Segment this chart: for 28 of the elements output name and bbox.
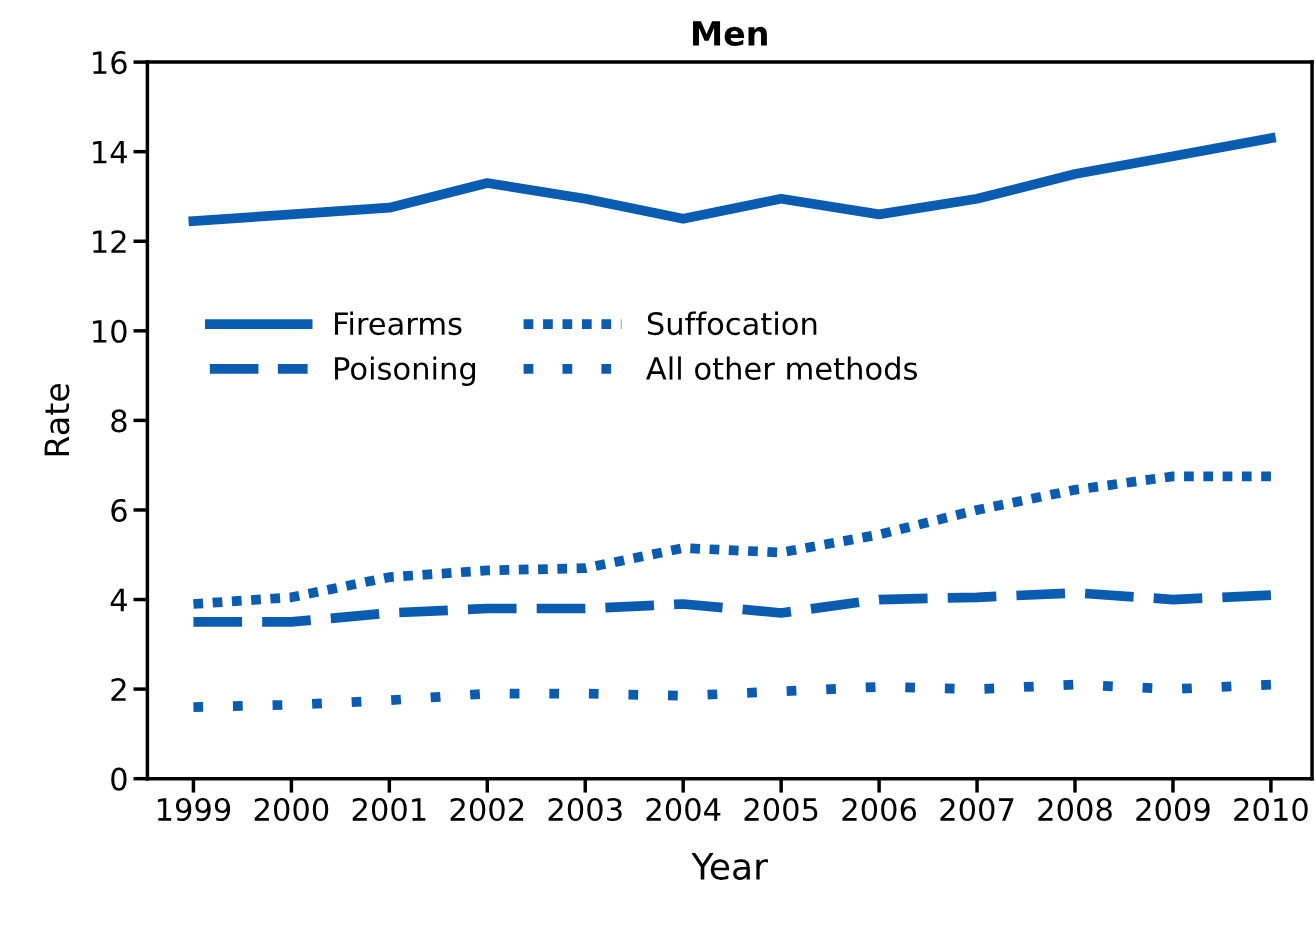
y-tick-label: 8 [111,409,127,433]
y-tick-label: 2 [111,678,126,701]
y-tick-label: 16 [93,51,127,75]
y-tick-label: 0 [111,767,127,791]
legend-label: Suffocation [647,311,817,336]
legend-label: Poisoning [335,356,476,386]
y-tick-label: 4 [110,588,127,612]
chart-title: Men [693,21,767,46]
x-tick-label: 2006 [842,797,917,822]
y-tick-label: 10 [93,319,127,343]
y-tick-label: 12 [93,230,126,253]
y-tick-label: 14 [93,141,127,164]
x-tick-label: 2001 [352,797,426,822]
y-tick-label: 6 [111,498,127,523]
legend-label: All other methods [646,356,917,381]
legend-label: Firearms [335,311,462,336]
x-tick-label: 2004 [646,797,721,822]
x-tick-label: 2000 [254,797,329,822]
x-tick-label: 2007 [940,797,1014,822]
x-tick-label: 2008 [1038,797,1112,822]
x-tick-label: 2010 [1234,797,1308,822]
x-tick-label: 2005 [744,797,818,822]
x-tick-label: 2003 [548,797,622,822]
x-tick-label: 2009 [1136,797,1210,822]
y-axis-title: Rate [44,383,70,456]
x-tick-label: 2002 [450,797,524,822]
x-tick-label: 1999 [157,797,231,822]
x-axis-title: Year [691,853,768,880]
